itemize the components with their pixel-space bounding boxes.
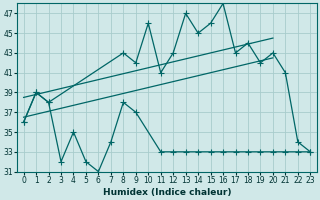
X-axis label: Humidex (Indice chaleur): Humidex (Indice chaleur) [103, 188, 231, 197]
